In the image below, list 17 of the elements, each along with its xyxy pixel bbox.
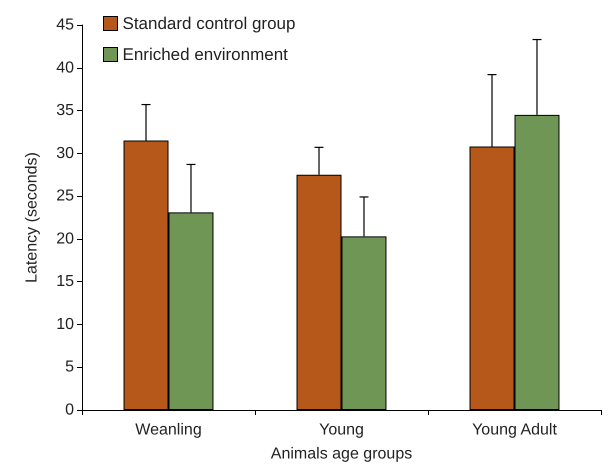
- x-axis-title: Animals age groups: [270, 446, 412, 462]
- legend-label: Enriched environment: [122, 45, 288, 64]
- y-tick-label: 0: [65, 402, 74, 418]
- x-tick-label: Young Adult: [472, 422, 558, 438]
- y-tick-label: 5: [65, 358, 74, 376]
- y-tick-label: 10: [56, 316, 74, 333]
- y-tick-label: 40: [56, 59, 74, 76]
- y-tick-label: 30: [56, 144, 74, 162]
- y-axis-title: Latency (seconds): [24, 152, 40, 283]
- y-tick-label: 25: [56, 188, 74, 205]
- x-tick-label: Young: [319, 422, 364, 438]
- legend-label: Standard control group: [122, 14, 296, 33]
- y-tick-label: 35: [56, 102, 74, 120]
- y-tick-label: 20: [56, 230, 74, 248]
- y-tick-label: 45: [56, 16, 74, 34]
- y-tick-label: 15: [56, 273, 74, 290]
- x-tick-label: Weanling: [135, 422, 202, 438]
